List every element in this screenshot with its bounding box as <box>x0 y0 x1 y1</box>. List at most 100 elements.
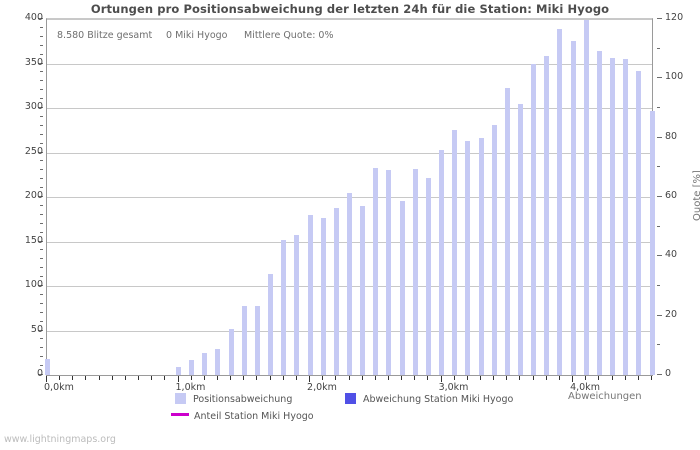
y-tick-major <box>38 329 43 331</box>
y-tick-minor <box>40 187 43 189</box>
y-tick-major <box>38 18 43 19</box>
bar <box>281 239 287 375</box>
bar <box>504 88 510 375</box>
x-tick-minor <box>519 376 521 380</box>
bar <box>320 218 326 375</box>
y2-tick-label: 80 <box>665 130 678 142</box>
bar <box>215 349 221 375</box>
x-axis-title: Abweichungen <box>568 391 642 402</box>
y-tick-minor <box>40 178 43 180</box>
x-tick-minor <box>98 376 100 380</box>
x-tick-major <box>309 376 311 382</box>
x-tick-minor <box>111 376 113 380</box>
x-tick-minor <box>387 376 389 380</box>
y2-tick-minor <box>657 225 660 227</box>
x-tick-minor <box>203 376 205 380</box>
y2-tick-label: 40 <box>665 249 678 261</box>
legend-label-positionsabweichung: Positionsabweichung <box>193 394 293 405</box>
y2-tick-label: 20 <box>665 308 678 320</box>
y2-tick-major <box>657 374 662 375</box>
y-tick-minor <box>40 160 43 162</box>
y-tick-minor <box>40 276 43 278</box>
y-tick-major <box>38 62 43 64</box>
bar <box>399 201 405 375</box>
y2-tick-major <box>657 136 662 138</box>
y-tick-major <box>38 151 43 153</box>
legend-swatch-positionsabweichung <box>175 393 186 404</box>
gridline <box>47 63 652 65</box>
y-tick-major <box>38 240 43 242</box>
y-tick-minor <box>40 302 43 304</box>
bar <box>478 138 484 375</box>
bar <box>465 140 471 375</box>
x-tick-minor <box>374 376 376 380</box>
gridline <box>47 108 652 109</box>
plot-area <box>44 18 655 376</box>
y-tick-minor <box>40 204 43 206</box>
bar <box>583 19 589 375</box>
y-tick-label: 150 <box>24 234 43 246</box>
x-tick-minor <box>151 376 153 380</box>
y-tick-minor <box>40 365 43 367</box>
legend-label-anteil-station: Anteil Station Miki Hyogo <box>194 411 314 422</box>
x-tick-minor <box>651 376 652 380</box>
y2-tick-minor <box>657 285 660 286</box>
x-tick-minor <box>243 376 245 380</box>
watermark: www.lightningmaps.org <box>4 434 116 445</box>
y2-tick-major <box>657 18 662 19</box>
x-tick-minor <box>427 376 429 380</box>
y-tick-major <box>38 285 43 286</box>
gridline <box>47 19 652 20</box>
y2-tick-label: 120 <box>665 12 684 23</box>
y-tick-minor <box>40 356 43 358</box>
legend-item-positionsabweichung[interactable]: Positionsabweichung <box>175 393 292 405</box>
y-tick-minor <box>40 311 43 313</box>
y-tick-minor <box>40 338 43 340</box>
y2-tick-major <box>657 77 662 79</box>
x-tick-minor <box>493 376 495 380</box>
y2-tick-label: 100 <box>665 71 684 83</box>
x-tick-minor <box>637 376 639 380</box>
annotation-mean-rate: Mittlere Quote: 0% <box>244 30 334 41</box>
legend-item-abweichung-station[interactable]: Abweichung Station Miki Hyogo <box>345 393 513 405</box>
y-tick-minor <box>40 213 43 215</box>
y-tick-label: 250 <box>24 145 43 157</box>
bar <box>307 214 313 375</box>
y-tick-minor <box>40 80 43 82</box>
x-tick-major <box>440 376 442 382</box>
y-axis-right: 0 20 40 60 80 100 120 <box>657 12 700 379</box>
y-tick-minor <box>40 267 43 269</box>
bar <box>333 207 339 375</box>
y-tick-minor <box>40 142 43 144</box>
x-tick-minor <box>72 376 74 380</box>
bar <box>425 178 431 375</box>
x-tick-minor <box>558 376 560 380</box>
y2-tick-minor <box>657 344 660 346</box>
y-tick-minor <box>40 71 43 73</box>
annotation-total-strikes: 8.580 Blitze gesamt <box>57 30 153 41</box>
x-tick-label: 0,0km <box>44 382 74 393</box>
y-axis-right-title: Quote [%] <box>691 170 700 221</box>
x-tick-minor <box>295 376 297 380</box>
y-tick-minor <box>40 35 43 37</box>
x-tick-minor <box>256 376 258 380</box>
bar <box>570 41 576 375</box>
x-tick-minor <box>480 376 482 380</box>
bar <box>412 168 418 375</box>
y-tick-minor <box>40 115 43 117</box>
y-tick-minor <box>40 231 43 233</box>
y-tick-minor <box>40 124 43 126</box>
x-tick-label: 1,0km <box>175 382 206 393</box>
bar <box>373 167 379 375</box>
y-tick-minor <box>40 249 43 251</box>
x-tick-minor <box>269 376 271 380</box>
legend-item-anteil-station[interactable]: Anteil Station Miki Hyogo <box>171 411 314 422</box>
x-tick-major <box>572 376 574 382</box>
x-tick-minor <box>124 376 126 380</box>
x-tick-label: 4,0km <box>570 382 600 393</box>
y-tick-minor <box>40 133 43 135</box>
x-tick-major <box>177 376 179 382</box>
bar <box>228 328 234 375</box>
y-tick-major <box>38 374 43 375</box>
chart-title: Ortungen pro Positionsabweichung der let… <box>90 2 610 16</box>
